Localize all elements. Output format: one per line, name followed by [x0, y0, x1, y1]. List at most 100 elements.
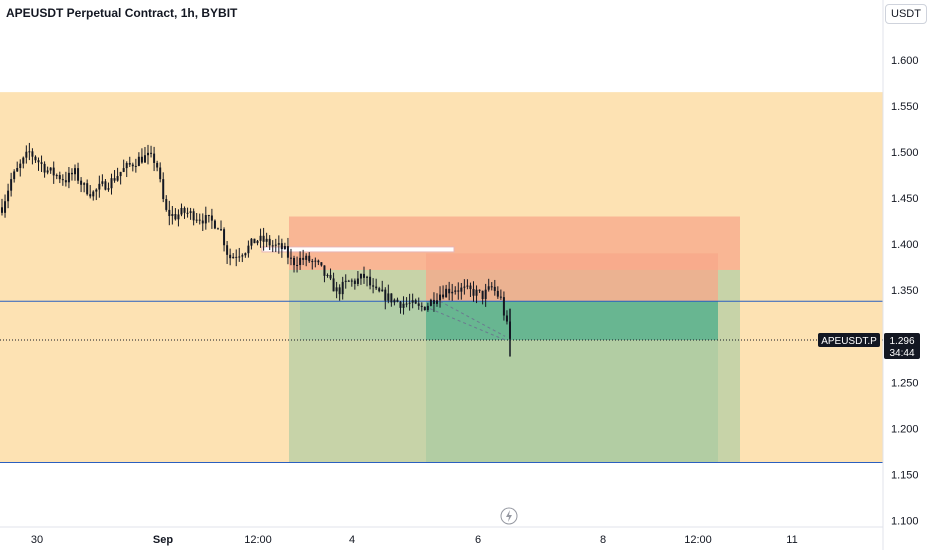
candle-body [156, 162, 159, 168]
time-axis[interactable]: 30 Sep 12:00 4 6 8 12:00 11 [31, 534, 798, 546]
candle-body [177, 214, 180, 220]
marker-bar [261, 246, 455, 253]
candle-body [457, 290, 460, 292]
candle-body [61, 179, 64, 181]
candle-body [359, 273, 362, 279]
candle-body [101, 181, 104, 184]
projection-line [429, 308, 506, 341]
price-tick-label: 1.600 [891, 55, 919, 67]
candle-body [189, 211, 192, 213]
price-tick-label: 1.200 [891, 423, 919, 435]
candle-body [487, 286, 490, 290]
candle-body [220, 229, 223, 231]
time-tick-label: 30 [31, 534, 43, 546]
candle-body [472, 289, 475, 296]
candle-body [460, 287, 463, 292]
candle-body [204, 215, 207, 224]
candle-body [372, 285, 375, 287]
candle-body [384, 289, 387, 301]
candle-body [10, 179, 13, 191]
time-tick-label: 11 [786, 534, 797, 546]
candle-body [362, 273, 365, 278]
candle-body [356, 278, 359, 284]
candle-body [34, 156, 37, 161]
candle-body [25, 151, 28, 158]
candle-body [484, 289, 487, 300]
candle-body [466, 285, 469, 287]
candle-body [201, 220, 204, 224]
candle-body [4, 201, 7, 213]
candle-body [40, 162, 43, 164]
candle-body [55, 175, 58, 177]
candle-body [505, 315, 508, 322]
candle-body [256, 240, 259, 244]
candle-body [414, 300, 417, 304]
candle-body [448, 288, 451, 294]
candle-body [95, 189, 98, 192]
candle-body [52, 167, 55, 176]
candle-body [192, 211, 195, 221]
currency-button[interactable]: USDT [885, 4, 927, 24]
price-tick-label: 1.350 [891, 285, 919, 297]
candle-body [396, 299, 399, 302]
candle-body [326, 274, 329, 276]
price-axis[interactable]: 1.6501.6001.5501.5001.4501.4001.3501.300… [891, 9, 919, 528]
candle-body [183, 207, 186, 213]
price-tick-label: 1.500 [891, 147, 919, 159]
candle-body [420, 305, 423, 307]
candle-body [46, 170, 49, 173]
candle-body [378, 288, 381, 292]
candle-body [159, 167, 162, 180]
candle-body [387, 293, 390, 301]
candle-body [226, 245, 229, 255]
candle-body [244, 253, 247, 256]
candle-body [259, 235, 262, 241]
candle-body [253, 238, 256, 244]
candle-body [271, 245, 274, 247]
candle-body [381, 289, 384, 292]
candle-body [478, 289, 481, 291]
candle-body [223, 229, 226, 246]
candle-body [107, 188, 110, 190]
candle-body [13, 171, 16, 180]
candle-body [350, 280, 353, 282]
candle-body [469, 285, 472, 290]
candle-body [426, 305, 429, 311]
candle-body [475, 289, 478, 296]
time-tick-label: 8 [600, 534, 606, 546]
candle-body [496, 290, 499, 297]
candle-body [454, 290, 457, 292]
candle-body [442, 294, 445, 298]
candle-body [168, 209, 171, 217]
candle-body [314, 260, 317, 262]
candle-body [369, 276, 372, 286]
candle-body [329, 274, 332, 279]
candle-body [411, 300, 414, 303]
candle-body [22, 157, 25, 164]
lightning-icon[interactable] [500, 507, 518, 525]
candle-body [390, 293, 393, 303]
candle-body [150, 152, 153, 154]
price-tick-label: 1.550 [891, 101, 919, 113]
candle-body [98, 183, 101, 190]
candle-body [104, 181, 107, 190]
candle-body [213, 220, 216, 229]
candle-body [232, 256, 235, 259]
candle-body [174, 214, 177, 220]
candle-body [366, 276, 369, 278]
candle-body [451, 291, 454, 294]
time-tick-label: 12:00 [244, 534, 272, 546]
candle-body [143, 155, 146, 163]
candle-body [463, 286, 466, 288]
time-tick-label: 6 [475, 534, 481, 546]
candle-body [432, 299, 435, 304]
overlap-zone [300, 301, 426, 340]
candle-body [116, 176, 119, 181]
time-tick-label: 12:00 [684, 534, 712, 546]
candle-body [77, 168, 80, 181]
candle-body [481, 290, 484, 300]
candle-body [439, 294, 442, 301]
candle-body [80, 180, 83, 185]
